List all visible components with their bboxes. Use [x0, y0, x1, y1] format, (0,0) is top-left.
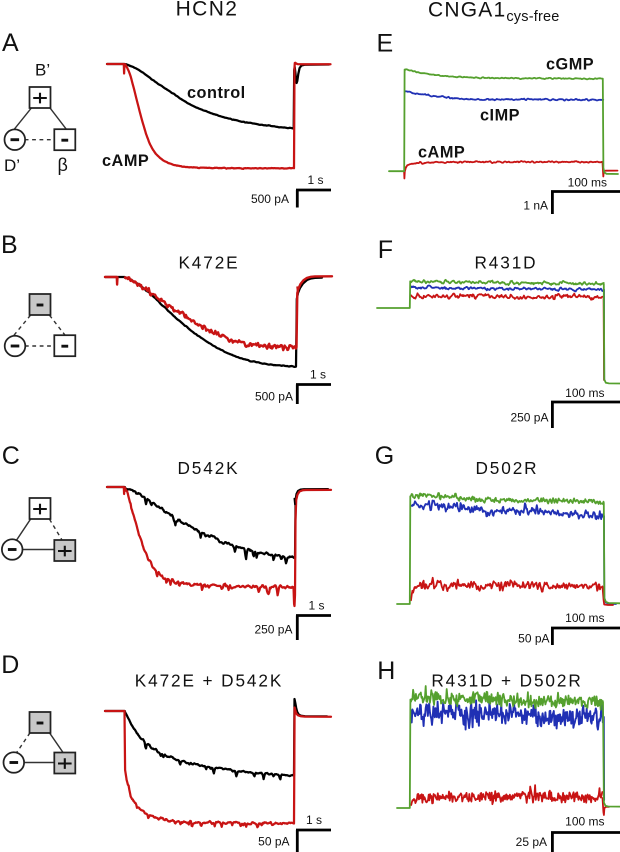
- svg-text:cGMP: cGMP: [546, 56, 594, 74]
- svg-text:1 s: 1 s: [306, 813, 322, 827]
- svg-text:H: H: [377, 657, 395, 685]
- svg-text:1 s: 1 s: [307, 173, 323, 187]
- svg-text:E: E: [377, 29, 394, 57]
- svg-text:A: A: [2, 29, 19, 57]
- svg-text:HCN2: HCN2: [176, 0, 239, 20]
- svg-text:D: D: [1, 651, 19, 679]
- svg-text:control: control: [187, 84, 246, 102]
- svg-text:K472E + D542K: K472E + D542K: [135, 670, 283, 690]
- svg-text:cIMP: cIMP: [480, 106, 520, 124]
- svg-text:D502R: D502R: [475, 458, 538, 478]
- svg-text:1 s: 1 s: [308, 598, 324, 612]
- svg-text:100 ms: 100 ms: [565, 611, 604, 625]
- svg-text:G: G: [375, 442, 394, 470]
- svg-text:K472E: K472E: [178, 253, 239, 273]
- svg-text:250 pA: 250 pA: [510, 411, 548, 425]
- svg-text:β: β: [58, 155, 68, 175]
- svg-text:B’: B’: [35, 61, 50, 80]
- svg-text:500 pA: 500 pA: [251, 192, 289, 206]
- svg-text:25 pA: 25 pA: [516, 835, 547, 849]
- svg-text:250 pA: 250 pA: [254, 623, 292, 637]
- svg-text:100 ms: 100 ms: [568, 176, 607, 190]
- svg-text:R431D + D502R: R431D + D502R: [431, 670, 582, 690]
- svg-text:50 pA: 50 pA: [518, 632, 549, 646]
- svg-text:100 ms: 100 ms: [565, 386, 604, 400]
- svg-text:D542K: D542K: [177, 458, 239, 478]
- svg-text:R431D: R431D: [474, 253, 537, 273]
- svg-text:F: F: [378, 236, 393, 264]
- svg-text:1 s: 1 s: [310, 367, 326, 381]
- svg-text:C: C: [2, 442, 20, 470]
- svg-text:cAMP: cAMP: [418, 143, 465, 161]
- svg-text:500 pA: 500 pA: [255, 390, 293, 404]
- svg-text:D’: D’: [4, 156, 20, 175]
- svg-text:B: B: [1, 231, 18, 259]
- svg-text:1 nA: 1 nA: [523, 199, 548, 213]
- svg-text:100 ms: 100 ms: [565, 815, 604, 829]
- svg-text:50 pA: 50 pA: [258, 835, 289, 849]
- svg-text:cAMP: cAMP: [102, 152, 149, 170]
